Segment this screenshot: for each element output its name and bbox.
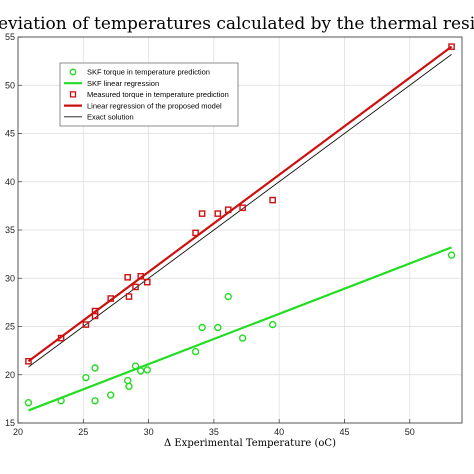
y-tick-label: 15 [5, 418, 15, 428]
plot-series [24, 43, 456, 412]
data-point [25, 357, 32, 365]
y-tick-label: 50 [5, 80, 15, 90]
data-point [82, 373, 90, 382]
data-point [143, 278, 151, 286]
grid [17, 36, 462, 424]
data-point [447, 251, 456, 259]
data-point [192, 229, 199, 237]
data-point [24, 399, 33, 407]
data-point [91, 307, 99, 315]
y-tick-label: 30 [5, 273, 15, 283]
data-point [132, 283, 139, 291]
data-point [137, 367, 145, 375]
x-tick-label: 30 [144, 427, 154, 437]
y-tick-label: 55 [5, 32, 15, 42]
legend-marker-swatch [69, 68, 77, 76]
x-tick-label: 40 [274, 427, 284, 437]
data-point [224, 292, 232, 301]
data-point [268, 320, 277, 329]
data-point [214, 210, 222, 217]
data-point [82, 321, 90, 328]
legend-marker-swatch [69, 91, 77, 98]
legend-label: Exact solution [87, 113, 134, 122]
data-point [143, 366, 151, 374]
data-point [239, 204, 246, 212]
data-point [57, 334, 65, 342]
y-tick-label: 25 [5, 322, 15, 332]
data-point [124, 273, 131, 281]
x-tick-label: 50 [405, 427, 415, 437]
data-point [125, 293, 133, 300]
legend-label: Measured torque in temperature predictio… [87, 90, 229, 99]
y-tick-label: 40 [5, 177, 15, 187]
series-line [28, 246, 452, 412]
x-tick-label: 35 [209, 427, 219, 437]
legend-label: Linear regression of the proposed model [87, 101, 222, 110]
y-tick-label: 35 [5, 225, 15, 235]
data-point [238, 334, 247, 342]
data-point [214, 323, 222, 332]
data-point [224, 206, 232, 214]
y-tick-label: 20 [5, 370, 15, 380]
data-point [191, 347, 200, 356]
chart-title: eviation of temperatures calculated by t… [0, 14, 474, 34]
data-point [91, 364, 99, 372]
legend: SKF torque in temperature prediction SKF … [59, 62, 239, 127]
x-tick-label: 45 [339, 427, 349, 437]
legend-label: SKF torque in temperature prediction [87, 68, 210, 77]
y-tick-label: 45 [5, 129, 15, 139]
data-point [123, 376, 132, 385]
data-point [198, 323, 206, 332]
series-line [27, 45, 453, 363]
data-point [125, 382, 133, 391]
data-point [57, 397, 65, 405]
data-point [448, 43, 455, 50]
x-axis-label: Δ Experimental Temperature (oC) [164, 438, 336, 449]
x-tick-label: 25 [78, 427, 88, 437]
data-point [198, 210, 206, 217]
data-point [137, 273, 145, 280]
legend-box [59, 62, 239, 127]
x-tick-label: 20 [13, 427, 23, 437]
legend-label: SKF linear regression [87, 79, 159, 88]
data-point [131, 362, 140, 370]
data-point [269, 196, 276, 204]
data-point [107, 295, 115, 302]
data-point [107, 391, 115, 399]
data-point [91, 397, 99, 405]
